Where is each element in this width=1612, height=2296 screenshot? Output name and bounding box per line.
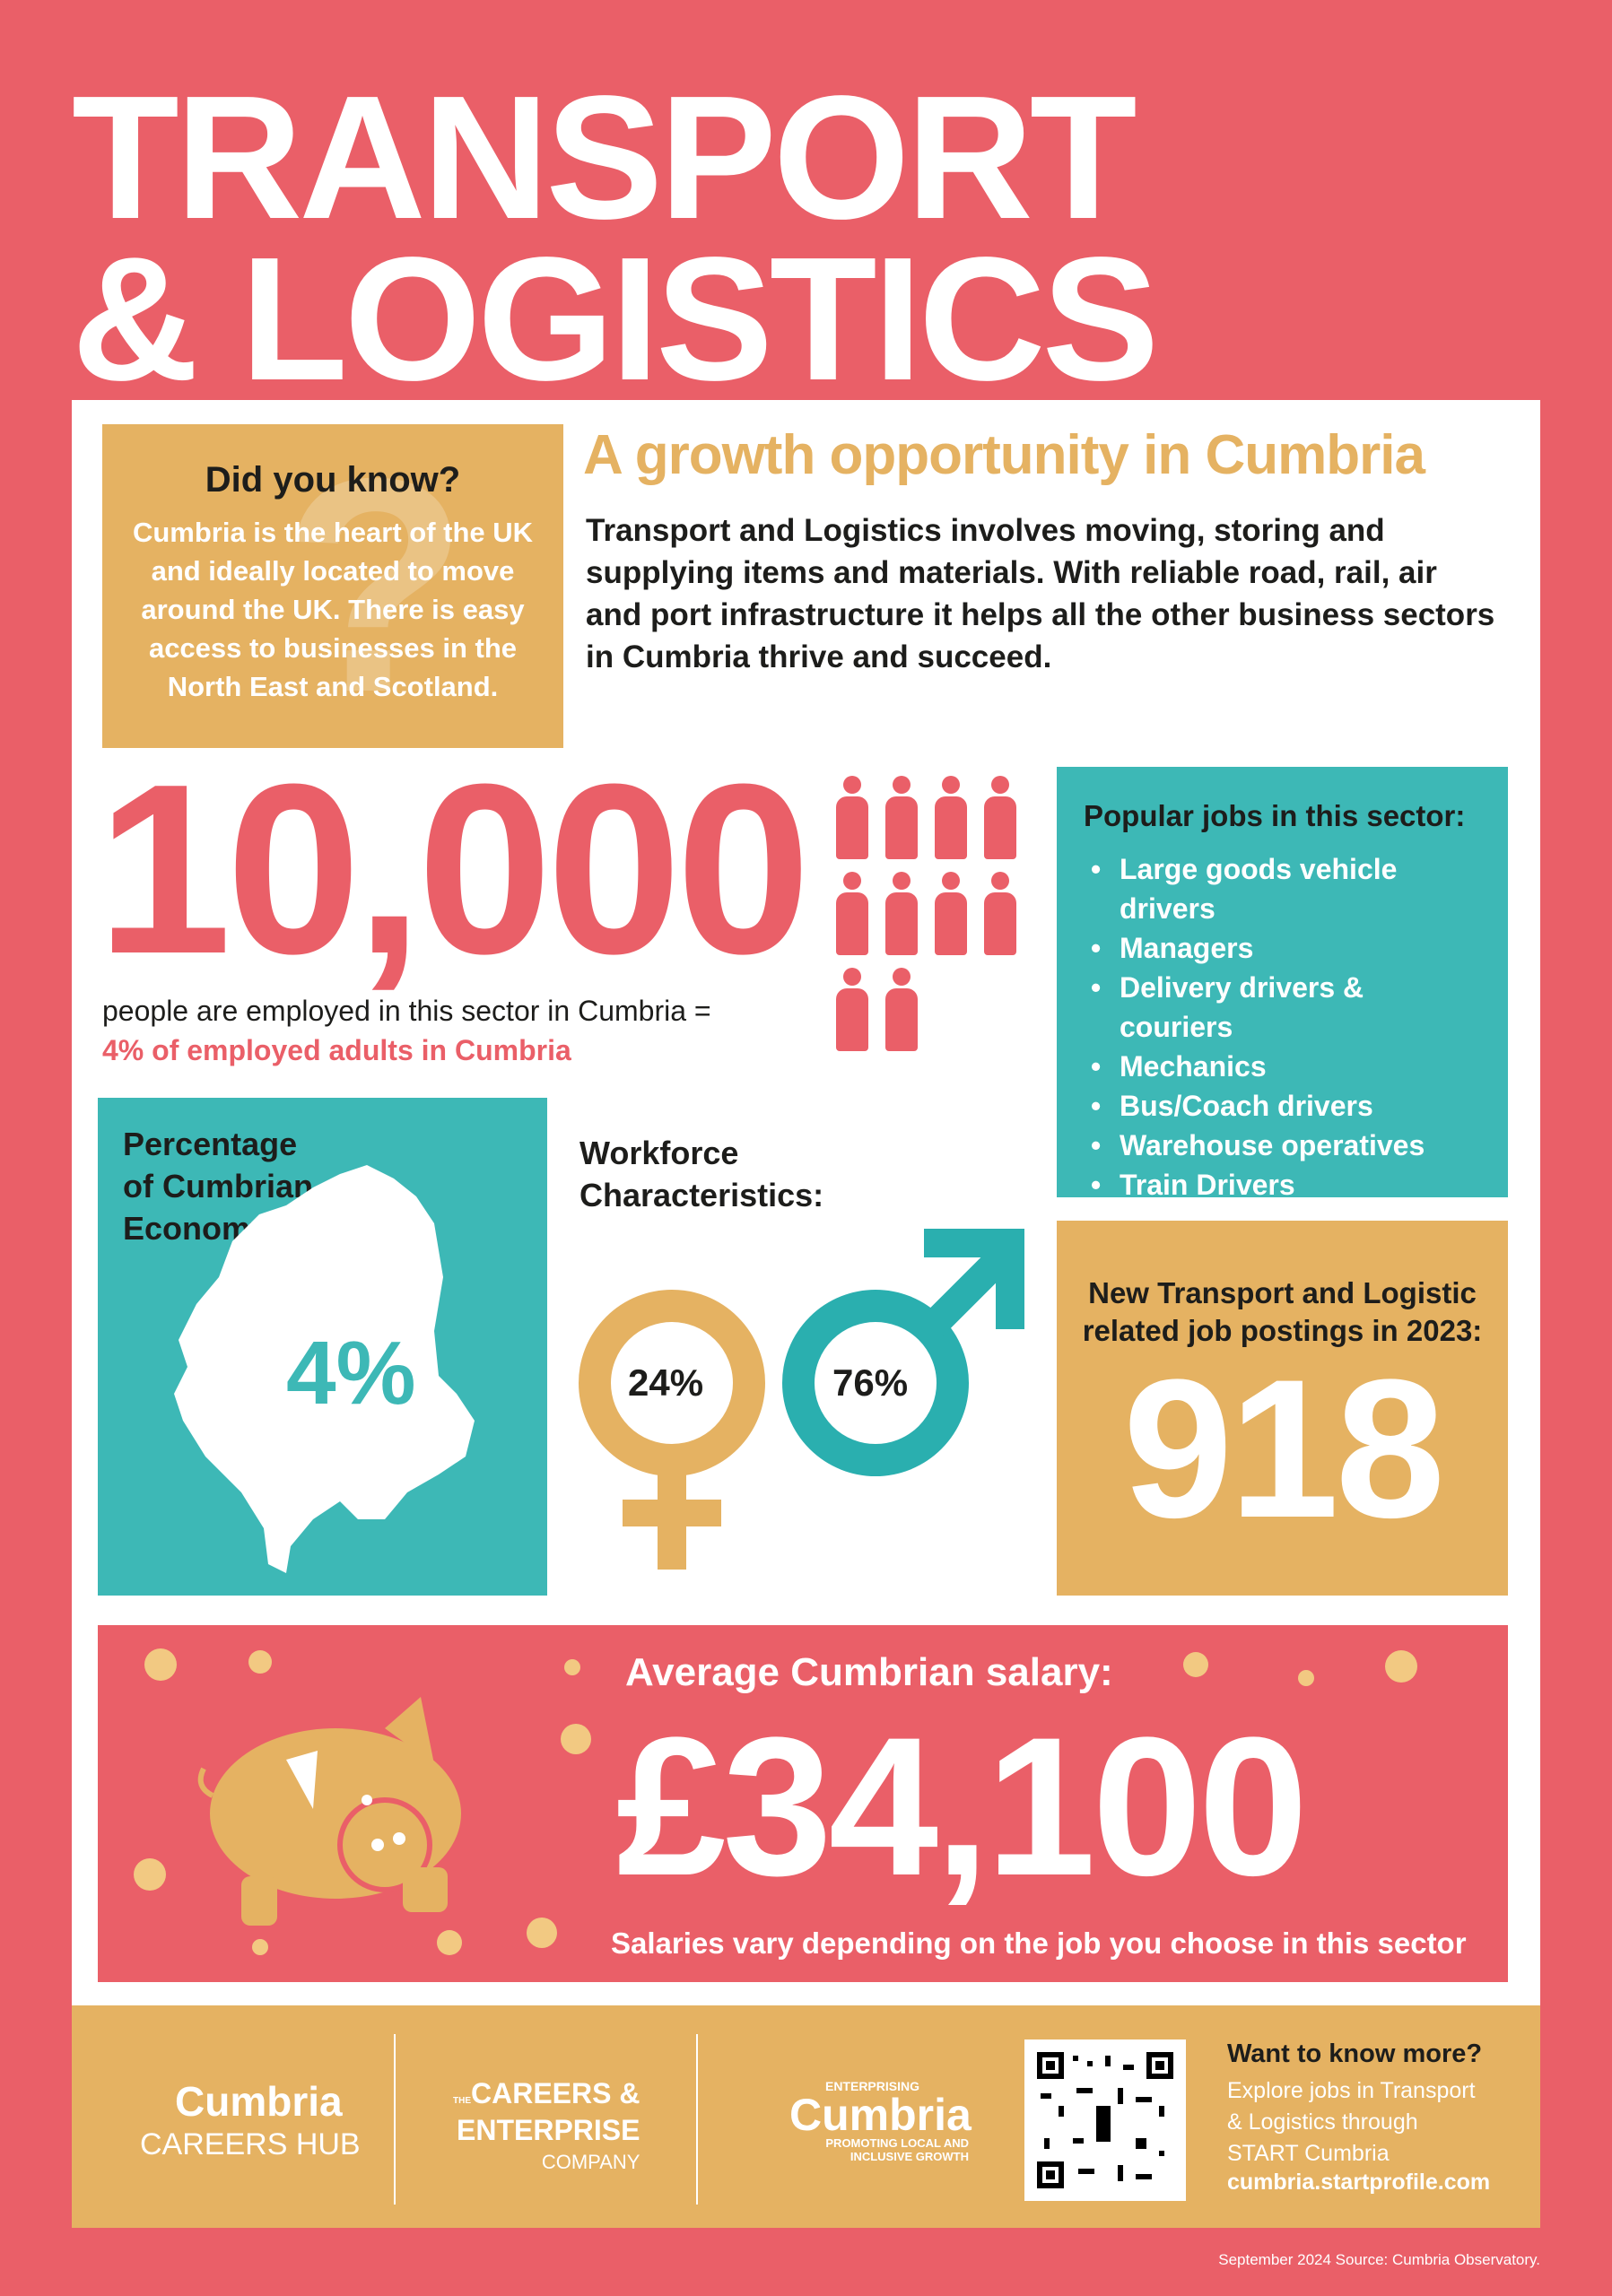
growth-heading: A growth opportunity in Cumbria	[583, 424, 1425, 486]
coin-icon	[527, 1918, 557, 1948]
female-percentage: 24%	[628, 1361, 704, 1404]
person-icon	[884, 776, 919, 861]
person-icon	[884, 872, 919, 957]
enterprising-cumbria-logo: ENTERPRISING Cumbria PROMOTING LOCAL AND…	[789, 2079, 972, 2163]
job-item: Mechanics	[1084, 1047, 1481, 1086]
job-item: Bus/Coach drivers	[1084, 1086, 1481, 1126]
people-icons	[834, 776, 1032, 1053]
job-postings-box: New Transport and Logistic related job po…	[1057, 1221, 1508, 1596]
coin-icon	[561, 1724, 591, 1754]
did-you-know-heading: Did you know?	[205, 460, 461, 500]
coin-icon	[252, 1939, 268, 1955]
person-icon	[834, 872, 870, 957]
salary-note: Salaries vary depending on the job you c…	[611, 1926, 1467, 1960]
cta-link[interactable]: cumbria.startprofile.com	[1227, 2170, 1491, 2195]
cumbria-careers-hub-logo: Cumbria	[175, 2078, 343, 2125]
coin-icon	[144, 1648, 177, 1681]
qr-code[interactable]	[1024, 2039, 1186, 2201]
cumbria-map-icon	[174, 1165, 475, 1573]
coin-icon	[1385, 1650, 1417, 1683]
gender-symbols	[579, 1229, 1024, 1570]
job-postings-heading: New Transport and Logistic related job po…	[1082, 1276, 1483, 1347]
male-percentage: 76%	[832, 1361, 909, 1404]
job-postings-value: 918	[1122, 1338, 1445, 1559]
job-item: Delivery drivers & couriers	[1084, 968, 1481, 1047]
did-you-know-text: Cumbria is the heart of the UK and ideal…	[132, 517, 534, 702]
salary-value: £34,100	[616, 1696, 1308, 1917]
economy-box: Percentage of Cumbrian Economy: 4%	[98, 1098, 547, 1596]
coin-icon	[248, 1650, 272, 1674]
person-icon	[933, 776, 969, 861]
did-you-know-box: ? Did you know? Cumbria is the heart of …	[102, 424, 563, 748]
question-mark-icon: ?	[282, 424, 468, 748]
workforce-heading: Workforce Characteristics:	[579, 1135, 824, 1213]
growth-text: Transport and Logistics involves moving,…	[586, 513, 1495, 674]
salary-heading: Average Cumbrian salary:	[625, 1650, 1113, 1694]
person-icon	[982, 776, 1018, 861]
coin-icon	[564, 1659, 580, 1675]
source-note: September 2024 Source: Cumbria Observato…	[1218, 2251, 1540, 2268]
person-icon	[884, 968, 919, 1053]
employment-number: 10,000	[97, 735, 811, 1004]
coin-icon	[437, 1930, 462, 1955]
title-line-1: TRANSPORT	[72, 59, 1137, 256]
careers-enterprise-logo: THECAREERS & ENTERPRISE COMPANY	[453, 2077, 640, 2173]
job-item: Train Drivers	[1084, 1165, 1481, 1205]
qr-code-icon	[1037, 2052, 1173, 2188]
person-icon	[834, 776, 870, 861]
employment-text: people are employed in this sector in Cu…	[102, 995, 711, 1027]
person-icon	[982, 872, 1018, 957]
job-item: Large goods vehicle drivers	[1084, 849, 1481, 928]
divider	[696, 2034, 698, 2205]
piggy-bank-icon	[197, 1697, 461, 1926]
divider	[394, 2034, 396, 2205]
job-item: Warehouse operatives	[1084, 1126, 1481, 1165]
economy-heading: Percentage of Cumbrian Economy:	[123, 1126, 313, 1247]
cta-text: Explore jobs in Transport & Logistics thr…	[1227, 2078, 1476, 2166]
salary-box: Average Cumbrian salary: £34,100 Salarie…	[98, 1625, 1508, 1982]
coin-icon	[1298, 1670, 1314, 1686]
employment-highlight: 4% of employed adults in Cumbria	[102, 1034, 571, 1066]
careers-hub-subtitle: CAREERS HUB	[140, 2127, 361, 2161]
popular-jobs-box: Popular jobs in this sector: Large goods…	[1057, 767, 1508, 1205]
popular-jobs-heading: Popular jobs in this sector:	[1084, 799, 1466, 832]
male-symbol-icon	[782, 1229, 1024, 1476]
footer: Cumbria CAREERS HUB THECAREERS & ENTERPRI…	[72, 2005, 1540, 2228]
person-icon	[933, 872, 969, 957]
economy-value: 4%	[286, 1323, 416, 1423]
title-line-2: & LOGISTICS	[72, 221, 1159, 417]
job-item: Managers	[1084, 928, 1481, 968]
coin-icon	[134, 1858, 166, 1891]
female-symbol-icon	[579, 1290, 765, 1570]
person-icon	[834, 968, 870, 1053]
coin-icon	[1183, 1652, 1208, 1677]
cta-heading: Want to know more?	[1227, 2039, 1483, 2068]
